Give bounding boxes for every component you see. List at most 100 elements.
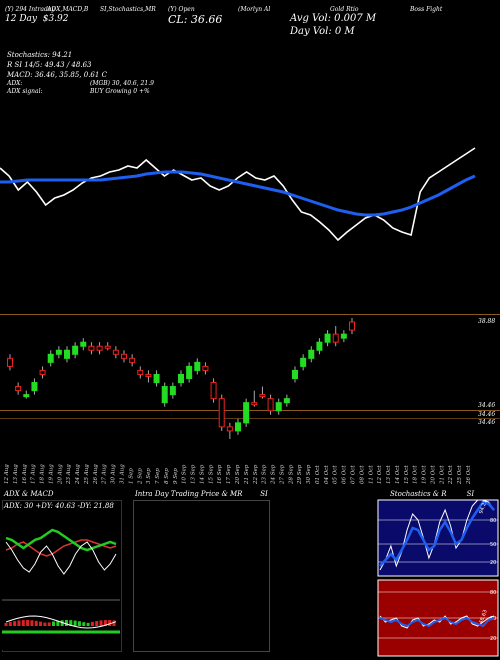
header-col6: Gold Rtio [330, 6, 359, 13]
header-col7: Boss Fight [410, 6, 443, 13]
low-level-label-2: 34.46 [478, 411, 496, 418]
candle-body [178, 373, 184, 384]
candle-body [349, 321, 355, 331]
date-label: 10 Sep [182, 464, 188, 484]
low-level-line-2 [0, 418, 500, 419]
adx-label: ADX: [7, 80, 23, 87]
blue-series-line [0, 170, 476, 217]
top-level-line [0, 314, 500, 315]
stochastics-level-label: 80 [490, 518, 496, 524]
candle-body [283, 398, 290, 404]
macd-line [5, 615, 117, 629]
macd-histogram-bar [90, 621, 94, 626]
date-label: 13 Sep [191, 464, 197, 484]
adx-panel-readout: ADX: 30 +DY: 40.63 -DY: 21.88 [4, 502, 114, 510]
candle-body [104, 345, 111, 349]
candle-body [243, 402, 250, 424]
macd-histogram-bar [108, 620, 112, 626]
stats-block: Stochastics: 94.21 R SI 14/5: 49.43 / 48… [7, 50, 107, 80]
macd-histogram-bar [60, 620, 64, 626]
macd-histogram-bar [13, 621, 17, 626]
si-readout: R SI 14/5: 49.43 / 48.63 [7, 61, 92, 69]
macd-histogram-bar [99, 620, 103, 626]
candle-body [96, 345, 103, 351]
date-label: 28 Sep [288, 464, 294, 485]
day-volume: Day Vol: 0 M [290, 26, 355, 37]
date-label: 12 Aug [4, 464, 10, 484]
low-level-label-3: 34.46 [478, 419, 496, 426]
candle-body [194, 361, 201, 371]
macd-histogram-bar [82, 622, 86, 626]
candle-body [267, 398, 274, 412]
rsi-level-label: 80 [490, 590, 496, 596]
header-col2: ADX,MACD,B [47, 6, 89, 13]
stoch-panel-title: Stochastics & R SI [390, 490, 475, 498]
stochastics-readout: Stochastics: 94.21 [7, 51, 73, 59]
date-label: 21 Oct [439, 465, 445, 485]
date-label: 31 Aug [120, 464, 126, 484]
date-label: 15 Oct [404, 465, 410, 484]
stochastics-level-label: 50 [490, 542, 496, 548]
adx-minus-di-line [5, 539, 117, 557]
macd-histogram-bar [17, 620, 21, 626]
date-label: 1 Sep [128, 468, 134, 484]
date-label: 06 Oct [342, 465, 348, 484]
candle-body [88, 345, 95, 351]
candle-body [324, 333, 331, 343]
date-label: 9 Sep [173, 468, 179, 484]
date-label: 24 Aug [75, 464, 81, 485]
date-label: 17 Sep [226, 464, 232, 484]
date-label: 27 Aug [102, 464, 108, 485]
date-label: 16 Sep [217, 464, 223, 484]
adx-bg [2, 510, 120, 650]
header-col1: (Y) 294 Intraday [5, 6, 55, 13]
adx-values: (MGB) 30, 40.6, 21.9 [90, 80, 154, 87]
candle-body [15, 386, 22, 392]
date-label: 16 Aug [22, 464, 28, 484]
candle-body [31, 382, 38, 392]
date-label: 7 Sep [155, 468, 161, 484]
candle-body [308, 349, 315, 359]
candle-body [251, 402, 258, 406]
date-label: 13 Oct [386, 465, 392, 484]
candle-body [316, 341, 323, 351]
date-label: 13 Aug [13, 464, 19, 484]
low-level-label-1: 34.46 [478, 402, 496, 409]
candle-body [64, 349, 70, 359]
date-label: 20 Sep [235, 464, 241, 485]
date-label: 05 Oct [333, 465, 339, 484]
date-label: 23 Aug [66, 464, 72, 485]
white-series-line [0, 147, 476, 242]
date-axis: 12 Aug 13 Aug 16 Aug 17 Aug 18 Aug 19 Aug 20 A… [4, 464, 472, 485]
date-label: 18 Aug [40, 464, 46, 484]
date-label: 14 Sep [199, 464, 205, 484]
date-label: 29 Sep [297, 464, 303, 485]
candle-body [202, 365, 209, 371]
date-label: 15 Sep [208, 464, 214, 484]
top-level-label: 38.88 [478, 318, 496, 325]
candle-body [169, 386, 176, 396]
adx-line [5, 541, 117, 575]
date-label: 12 Oct [377, 465, 383, 484]
date-label: 20 Aug [57, 464, 63, 485]
rsi-blue-line [379, 616, 495, 628]
macd-histogram-bar [26, 620, 30, 626]
macd-histogram-bar [52, 621, 56, 626]
candle-body [129, 357, 136, 363]
date-label: 22 Oct [448, 465, 454, 485]
rsi-level-label: 20 [490, 636, 496, 642]
date-label: 21 Sep [244, 464, 250, 485]
header-col3: SI,Stochastics,MR [100, 6, 156, 13]
adx-signal-label: ADX signal: [7, 88, 43, 95]
rsi-value-label: 48.63 [478, 609, 489, 625]
macd-histogram-bar [77, 621, 81, 626]
candle-body [72, 345, 79, 355]
date-label: 19 Oct [422, 465, 428, 484]
header-close: CL: 36.66 [168, 13, 223, 26]
macd-histogram-bar [86, 622, 90, 626]
candle-body [153, 373, 160, 384]
stochastics-k-line [379, 499, 495, 571]
date-label: 25 Oct [457, 465, 463, 485]
date-label: 18 Oct [413, 465, 419, 484]
